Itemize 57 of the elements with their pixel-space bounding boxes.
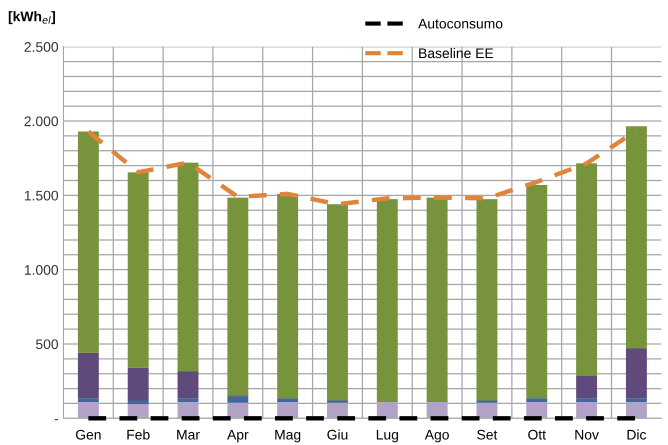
x-tick-label: Ago	[424, 430, 449, 442]
y-tick-label: 1.500	[24, 190, 58, 201]
y-axis-title: [kWh$_{el}$]	[8, 11, 55, 24]
bar	[327, 400, 348, 403]
y-tick-label: 500	[36, 339, 58, 350]
x-tick-label: Set	[477, 430, 498, 440]
bar	[327, 402, 348, 418]
y-tick-label: -	[54, 419, 58, 420]
bar	[128, 172, 149, 368]
bar	[78, 402, 99, 418]
bar	[576, 376, 598, 398]
bar	[576, 402, 598, 418]
x-tick-label: Ott	[528, 430, 546, 440]
bar	[227, 198, 248, 396]
bar	[227, 396, 248, 403]
legend-label: Baseline EE	[419, 48, 494, 58]
bar	[227, 402, 248, 418]
x-tick-label: Nov	[575, 430, 599, 440]
y-tick-label: 2.000	[24, 116, 58, 126]
bar	[476, 199, 498, 400]
x-tick-label: Mag	[275, 430, 300, 442]
bar	[426, 198, 448, 402]
bar	[476, 400, 498, 403]
bar	[626, 402, 647, 418]
bar	[178, 371, 198, 398]
x-tick-label: Giu	[327, 429, 348, 440]
bar	[128, 404, 149, 418]
y-tick-label: 1.000	[24, 265, 58, 275]
bar	[526, 398, 548, 402]
x-tick-label: Apr	[227, 430, 248, 442]
x-tick-label: Feb	[127, 429, 150, 440]
x-tick-label: Gen	[76, 430, 101, 440]
x-tick-label: Dic	[628, 429, 646, 440]
x-tick-label: Lug	[376, 430, 398, 442]
bar	[128, 368, 149, 400]
bar	[78, 352, 99, 398]
bar	[526, 184, 548, 398]
line-series	[86, 128, 639, 206]
bar	[626, 126, 647, 348]
bar	[128, 400, 149, 404]
bar	[178, 398, 198, 402]
bar	[476, 402, 498, 418]
bar	[277, 398, 298, 402]
bar	[376, 402, 398, 418]
bar	[576, 163, 598, 376]
bar	[376, 199, 398, 402]
bar	[78, 131, 99, 353]
x-tick-label: Mar	[177, 430, 200, 440]
bar	[78, 398, 99, 402]
bar	[626, 348, 647, 398]
bar	[178, 162, 198, 372]
bar	[327, 204, 348, 400]
legend-label: Autoconsumo	[418, 18, 502, 29]
bar	[576, 398, 598, 402]
bar	[626, 398, 647, 402]
y-tick-label: 2.500	[24, 42, 58, 52]
bar	[277, 194, 298, 398]
